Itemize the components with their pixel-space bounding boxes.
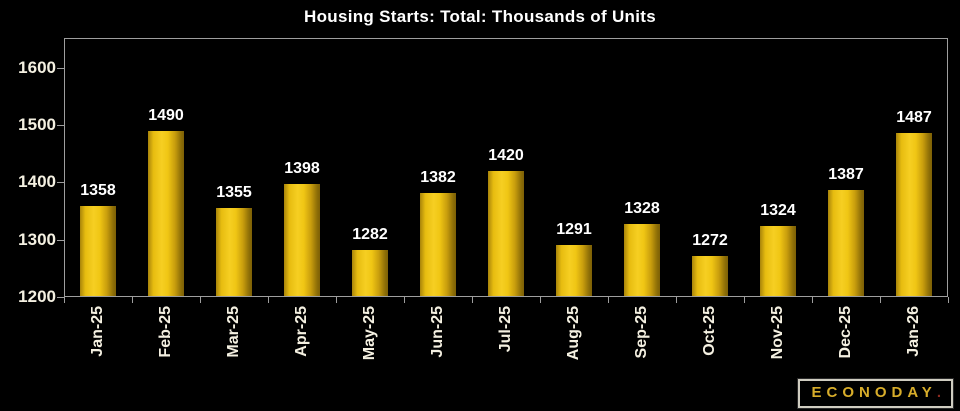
bar	[216, 208, 252, 296]
x-category-label: Apr-25	[293, 306, 310, 357]
bar-value-label: 1282	[352, 226, 388, 243]
x-axis-tick	[404, 297, 405, 303]
x-axis-tick	[744, 297, 745, 303]
bar	[624, 223, 660, 296]
x-category-label: Jan-25	[89, 306, 106, 357]
x-axis-tick	[812, 297, 813, 303]
bar	[148, 130, 184, 296]
bar-value-label: 1324	[760, 201, 796, 219]
y-axis-tick	[57, 67, 64, 69]
x-category-label: Aug-25	[565, 306, 582, 361]
x-axis-tick	[336, 297, 337, 303]
x-category-label: Jun-25	[429, 306, 446, 358]
econoday-logo-period: .	[936, 384, 941, 401]
bar-value-label: 1490	[148, 106, 184, 124]
econoday-logo: ECONODAY.	[796, 378, 955, 409]
y-axis-tick	[57, 239, 64, 241]
x-category-label: Jan-26	[905, 306, 922, 357]
x-category-label: Dec-25	[837, 306, 854, 359]
x-axis-tick	[880, 297, 881, 303]
plot-area	[64, 38, 948, 297]
x-axis-tick	[948, 297, 949, 303]
chart-title: Housing Starts: Total: Thousands of Unit…	[304, 7, 656, 26]
x-axis-tick	[608, 297, 609, 303]
x-category-label: Feb-25	[157, 306, 174, 358]
bar-value-label: 1420	[488, 146, 524, 164]
x-axis-tick	[64, 297, 65, 303]
bar	[556, 244, 592, 296]
x-category-label: Mar-25	[225, 306, 242, 358]
bar-value-label: 1291	[556, 220, 592, 238]
bar-value-label: 1387	[828, 165, 864, 183]
x-category-label: Oct-25	[701, 306, 718, 356]
bar	[352, 250, 388, 296]
bar	[896, 132, 932, 296]
bar	[420, 192, 456, 296]
econoday-logo-text: ECONODAY	[811, 384, 937, 401]
x-axis-tick	[132, 297, 133, 303]
bar	[828, 189, 864, 296]
x-axis-tick	[200, 297, 201, 303]
bar-value-label: 1398	[284, 159, 320, 177]
bar-value-label: 1355	[216, 184, 252, 202]
bar	[284, 183, 320, 296]
bar	[760, 225, 796, 296]
bar	[692, 255, 728, 296]
x-axis-tick	[268, 297, 269, 303]
bar-value-label: 1328	[624, 199, 660, 217]
x-axis-tick	[540, 297, 541, 303]
bar	[488, 170, 524, 296]
y-axis-tick-label: 1300	[18, 229, 56, 249]
bar-value-label: 1272	[692, 231, 728, 249]
bar-value-label: 1358	[80, 182, 116, 200]
y-axis-tick-label: 1500	[18, 115, 56, 135]
bar-value-label: 1487	[896, 108, 932, 126]
bar-value-label: 1382	[420, 168, 456, 186]
y-axis-tick-label: 1600	[18, 57, 56, 77]
x-axis-tick	[472, 297, 473, 303]
x-category-label: Jul-25	[497, 306, 514, 353]
x-category-label: May-25	[361, 306, 378, 361]
x-category-label: Nov-25	[769, 306, 786, 360]
y-axis-tick-label: 1200	[18, 287, 56, 306]
bar	[80, 206, 116, 296]
y-axis-tick	[57, 297, 64, 298]
x-axis-tick	[676, 297, 677, 303]
y-axis-tick	[57, 182, 64, 184]
y-axis-tick-label: 1400	[18, 172, 56, 192]
x-category-label: Sep-25	[633, 306, 650, 359]
y-axis-tick	[57, 125, 64, 127]
